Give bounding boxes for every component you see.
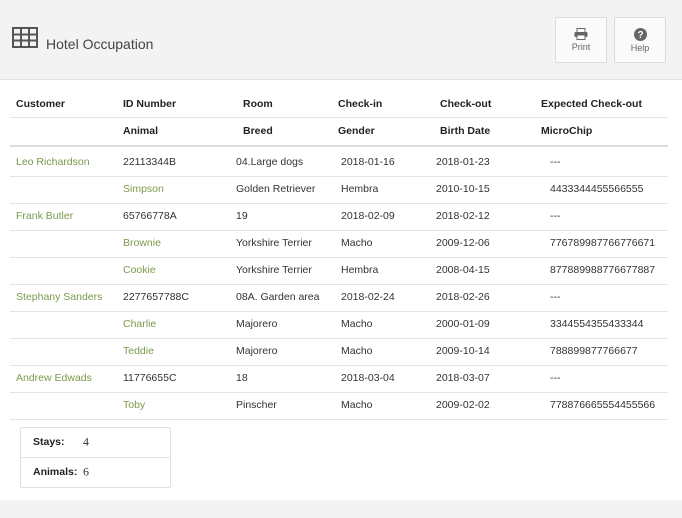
customer-name: Andrew Edwads (16, 372, 92, 384)
animal-cell: 2000-01-09 (436, 318, 490, 330)
customer-cell: 2018-01-23 (436, 156, 490, 168)
customer-cell: 2018-03-07 (436, 372, 490, 384)
column-header: Breed (243, 125, 273, 137)
column-header: Gender (338, 125, 375, 137)
customer-cell: --- (550, 210, 561, 222)
customer-cell: 19 (236, 210, 248, 222)
row-divider (10, 419, 668, 420)
animal-name: Brownie (123, 237, 161, 249)
animal-cell: Yorkshire Terrier (236, 264, 312, 276)
animal-cell: Golden Retriever (236, 183, 316, 195)
animal-cell: Majorero (236, 318, 278, 330)
animal-cell: 2009-12-06 (436, 237, 490, 249)
column-header: ID Number (123, 98, 177, 110)
customer-cell: 08A. Garden area (236, 291, 320, 303)
animal-cell: 2010-10-15 (436, 183, 490, 195)
help-label: Help (630, 43, 650, 53)
animal-name: Toby (123, 399, 146, 411)
row-divider (10, 203, 668, 204)
column-header: Birth Date (440, 125, 491, 137)
animal-cell: Macho (341, 318, 373, 330)
column-header: Check-in (338, 98, 383, 110)
animals-value: 6 (83, 464, 89, 479)
animal-cell: 2009-10-14 (436, 345, 490, 357)
animal-cell: 776789987766776671 (550, 237, 656, 249)
animal-cell: Macho (341, 237, 373, 249)
animal-name: Teddie (123, 345, 154, 357)
row-divider (10, 311, 668, 312)
column-header: Check-out (440, 98, 492, 110)
animal-cell: Macho (341, 345, 373, 357)
row-divider (10, 176, 668, 177)
page-title: Hotel Occupation (46, 36, 154, 52)
row-divider (10, 392, 668, 393)
customer-cell: --- (550, 156, 561, 168)
help-icon: ? (633, 28, 647, 41)
customer-cell: 2018-03-04 (341, 372, 395, 384)
animals-label: Animals: (33, 466, 78, 478)
column-header: MicroChip (541, 125, 593, 137)
summary-box (20, 427, 171, 488)
animal-cell: 4433344455566555 (550, 183, 644, 195)
customer-name: Frank Butler (16, 210, 74, 222)
customer-name: Stephany Sanders (16, 291, 103, 303)
customer-cell: 2018-02-09 (341, 210, 395, 222)
column-header: Animal (123, 125, 159, 137)
customer-cell: --- (550, 291, 561, 303)
animal-cell: Macho (341, 399, 373, 411)
customer-cell: 2018-01-16 (341, 156, 395, 168)
animal-cell: Hembra (341, 183, 379, 195)
column-header: Room (243, 98, 273, 110)
customer-cell: 2277657788C (123, 291, 189, 303)
animal-cell: Hembra (341, 264, 379, 276)
row-divider (10, 230, 668, 231)
print-icon (574, 28, 588, 40)
column-header: Customer (16, 98, 66, 110)
row-divider (10, 257, 668, 258)
customer-cell: 04.Large dogs (236, 156, 304, 168)
stays-label: Stays: (33, 436, 65, 448)
header-divider (10, 145, 668, 147)
animal-name: Cookie (123, 264, 156, 276)
row-divider (10, 365, 668, 366)
animal-name: Simpson (123, 183, 164, 195)
customer-name: Leo Richardson (16, 156, 90, 168)
summary-divider (21, 457, 170, 458)
animal-cell: 788899877766677 (550, 345, 638, 357)
row-divider (10, 284, 668, 285)
animal-cell: 2009-02-02 (436, 399, 490, 411)
print-label: Print (571, 42, 591, 52)
customer-cell: 22113344B (123, 156, 176, 168)
animal-cell: Pinscher (236, 399, 277, 411)
animal-cell: 3344554355433344 (550, 318, 644, 330)
customer-cell: 2018-02-12 (436, 210, 490, 222)
row-divider (10, 117, 668, 118)
animal-cell: 778876665554455566 (550, 399, 656, 411)
animal-cell: 2008-04-15 (436, 264, 490, 276)
print-button[interactable]: Print (555, 17, 607, 63)
stays-value: 4 (83, 434, 89, 449)
column-header: Expected Check-out (541, 98, 642, 110)
customer-cell: 2018-02-24 (341, 291, 395, 303)
table-icon (12, 27, 38, 48)
customer-cell: 18 (236, 372, 248, 384)
customer-cell: --- (550, 372, 561, 384)
animal-cell: Yorkshire Terrier (236, 237, 312, 249)
help-button[interactable]: ? Help (614, 17, 666, 63)
row-divider (10, 338, 668, 339)
customer-cell: 65766778A (123, 210, 177, 222)
customer-cell: 11776655C (123, 372, 177, 384)
customer-cell: 2018-02-26 (436, 291, 490, 303)
animal-cell: Majorero (236, 345, 278, 357)
svg-text:?: ? (637, 30, 643, 41)
animal-cell: 877889988776677887 (550, 264, 656, 276)
animal-name: Charlie (123, 318, 157, 330)
